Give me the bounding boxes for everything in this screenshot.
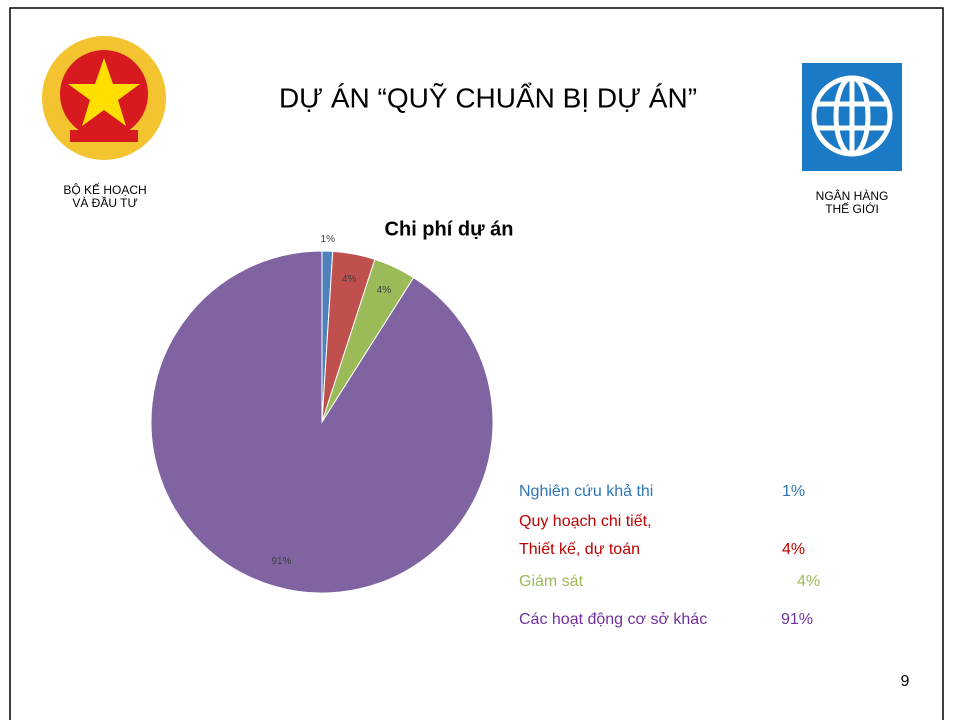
legend-label: Nghiên cứu khả thi: [519, 483, 654, 500]
logo-world-bank: [802, 63, 902, 171]
legend-label: Quy hoạch chi tiết, Thiết kế, dự toán: [519, 513, 652, 558]
slice-label: 4%: [342, 274, 357, 285]
legend-value: 4%: [797, 573, 821, 590]
emblem-vietnam: [42, 36, 166, 160]
legend-value: 91%: [781, 611, 814, 628]
slide-title: DỰ ÁN “QUỸ CHUẨN BỊ DỰ ÁN”: [279, 82, 697, 113]
slice-label: 1%: [321, 234, 336, 245]
pie-slice: [150, 250, 494, 594]
slice-label: 4%: [377, 285, 392, 296]
legend-value: 4%: [782, 541, 806, 558]
slide-border: [9, 7, 944, 720]
legend-value: 1%: [782, 483, 806, 500]
page-number: 9: [901, 673, 910, 690]
legend-label: Các hoạt động cơ sở khác: [519, 611, 708, 628]
chart-title: Chi phí dự án: [385, 218, 514, 240]
left-caption: BỘ KẾ HOẠCH VÀ ĐẦU TƯ: [63, 183, 147, 210]
slice-label: 91%: [271, 556, 291, 567]
legend-label: Giám sát: [519, 573, 584, 590]
right-caption: NGÂN HÀNG THẾ GIỚI: [815, 189, 889, 216]
